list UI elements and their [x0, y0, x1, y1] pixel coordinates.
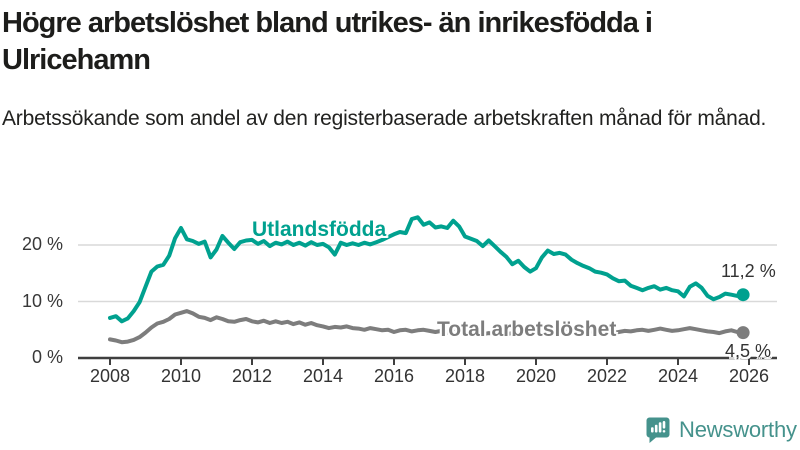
x-axis-tick-label: 2026	[728, 366, 770, 386]
x-axis-tick-label: 2018	[444, 366, 486, 386]
x-axis-tick-label: 2008	[89, 366, 131, 386]
end-value-label-total-arbetsloshet: 4,5 %	[725, 341, 772, 361]
newsworthy-logo[interactable]: Newsworthy	[645, 416, 797, 443]
chart-title: Högre arbetslöshet bland utrikes- än inr…	[2, 7, 653, 76]
x-axis-tick-label: 2010	[160, 366, 202, 386]
series-label-total-arbetsloshet: Total arbetslöshet	[437, 318, 617, 341]
y-axis-tick-label: 20 %	[21, 234, 63, 254]
x-axis-tick-label: 2022	[586, 366, 628, 386]
series-label-utlandsfodda: Utlandsfödda	[252, 218, 387, 241]
x-axis-tick-label: 2016	[373, 366, 415, 386]
x-axis-tick-label: 2012	[231, 366, 273, 386]
x-axis-tick-label: 2024	[657, 366, 699, 386]
end-value-label-utlandsfodda: 11,2 %	[721, 261, 776, 281]
x-axis-tick-label: 2014	[302, 366, 344, 386]
y-axis-tick-label: 0 %	[31, 347, 63, 367]
chart-subtitle: Arbetssökande som andel av den registerb…	[2, 107, 767, 130]
newsworthy-icon	[646, 417, 670, 443]
newsworthy-logo-text: Newsworthy	[679, 416, 797, 442]
x-axis-tick-label: 2020	[515, 366, 557, 386]
y-axis-tick-label: 10 %	[21, 290, 63, 311]
